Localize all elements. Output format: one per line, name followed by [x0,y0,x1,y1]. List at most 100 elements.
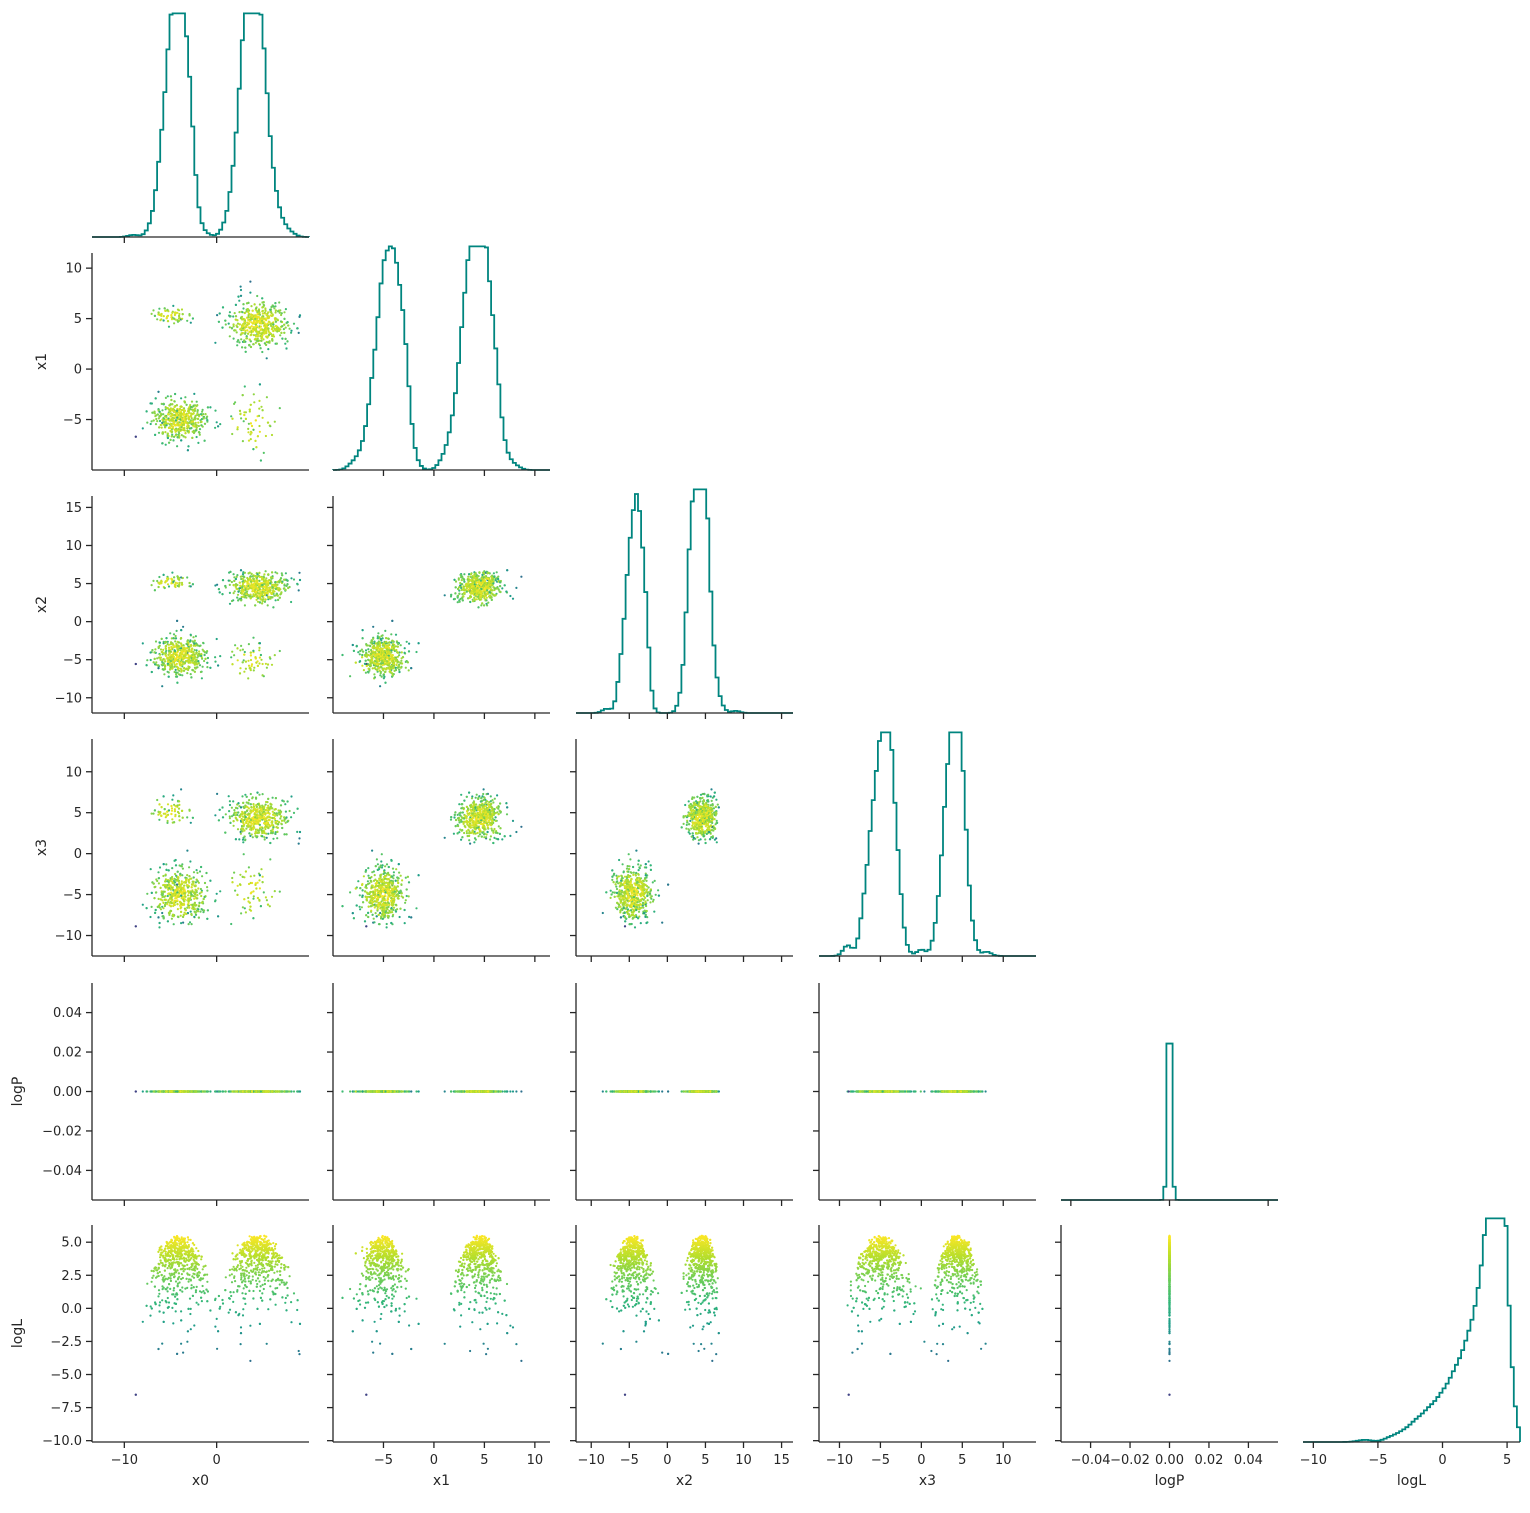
scatter-point [192,317,194,319]
scatter-point [280,320,282,322]
scatter-point [184,432,186,434]
scatter-point [173,436,175,438]
scatter-point [278,301,280,303]
scatter-point [165,422,167,424]
scatter-point [260,347,262,349]
scatter-point [253,401,255,403]
scatter-point [265,317,267,319]
scatter-point [258,400,260,402]
scatter-point [247,311,249,313]
scatter-point [255,342,257,344]
scatter-point [151,402,153,404]
scatter-point [188,410,190,412]
scatter-point [266,336,268,338]
scatter-point [278,329,280,331]
scatter-point [271,335,273,337]
scatter-point [165,419,167,421]
scatter-point [181,674,183,676]
scatter-point [186,425,188,427]
scatter-point [264,331,266,333]
scatter-point [191,413,193,415]
scatter-point [176,414,178,416]
scatter-point [225,323,227,325]
scatter-point [188,406,190,408]
scatter-point [161,413,163,415]
scatter-point [170,407,172,409]
scatter-point [271,315,273,317]
scatter-point [252,448,254,450]
scatter-point [247,428,249,430]
scatter-point [250,422,252,424]
scatter-point [271,340,273,342]
scatter-point [167,395,169,397]
scatter-point [241,332,243,334]
scatter-point [167,435,169,437]
scatter-point [187,449,189,451]
scatter-point [268,334,270,336]
scatter-point [176,319,178,321]
scatter-point [275,309,277,311]
scatter-point [179,406,181,408]
scatter-point [287,324,289,326]
scatter-point [267,317,269,319]
scatter-point [185,414,187,416]
scatter-point [152,580,154,582]
scatter-point [247,316,249,318]
scatter-point [175,419,177,421]
scatter-point [161,403,163,405]
scatter-point [257,415,259,417]
scatter-point [242,329,244,331]
scatter-point [165,408,167,410]
scatter-point [238,300,240,302]
scatter-point [200,421,202,423]
scatter-point [155,423,157,425]
scatter-point [187,430,189,432]
scatter-point [257,334,259,336]
scatter-point [265,344,267,346]
scatter-point [161,409,163,411]
scatter-point [259,657,261,659]
panel-x1-vs-x0: −50510x1 [34,253,309,476]
scatter-point [188,418,190,420]
scatter-point [260,337,262,339]
scatter-point [270,325,272,327]
scatter-point [177,434,179,436]
scatter-point [165,416,167,418]
scatter-point [262,417,264,419]
scatter-point [197,409,199,411]
scatter-point [290,330,292,332]
scatter-point [243,341,245,343]
scatter-point [224,320,226,322]
scatter-point [163,403,165,405]
scatter-point [171,418,173,420]
scatter-point [194,410,196,412]
scatter-point [243,414,245,416]
scatter-point [261,332,263,334]
scatter-point [170,439,172,441]
scatter-point [247,308,249,310]
scatter-point [252,310,254,312]
scatter-point [267,311,269,313]
scatter-point [162,431,164,433]
scatter-point [285,338,287,340]
scatter-point [165,444,167,446]
scatter-point [183,429,185,431]
scatter-point [240,289,242,291]
scatter-point [258,647,260,649]
scatter-point [293,323,295,325]
scatter-point [171,431,173,433]
scatter-point [275,317,277,319]
scatter-point [240,338,242,340]
scatter-point [236,344,238,346]
scatter-point [262,338,264,340]
scatter-point [262,322,264,324]
scatter-point [177,428,179,430]
scatter-points-x2-vs-x0 [135,569,301,687]
scatter-point [243,322,245,324]
y-tick-label: −5 [63,413,82,428]
scatter-point [240,286,242,288]
scatter-point [228,323,230,325]
scatter-point [250,340,252,342]
scatter-point [175,434,177,436]
scatter-point [151,313,153,315]
